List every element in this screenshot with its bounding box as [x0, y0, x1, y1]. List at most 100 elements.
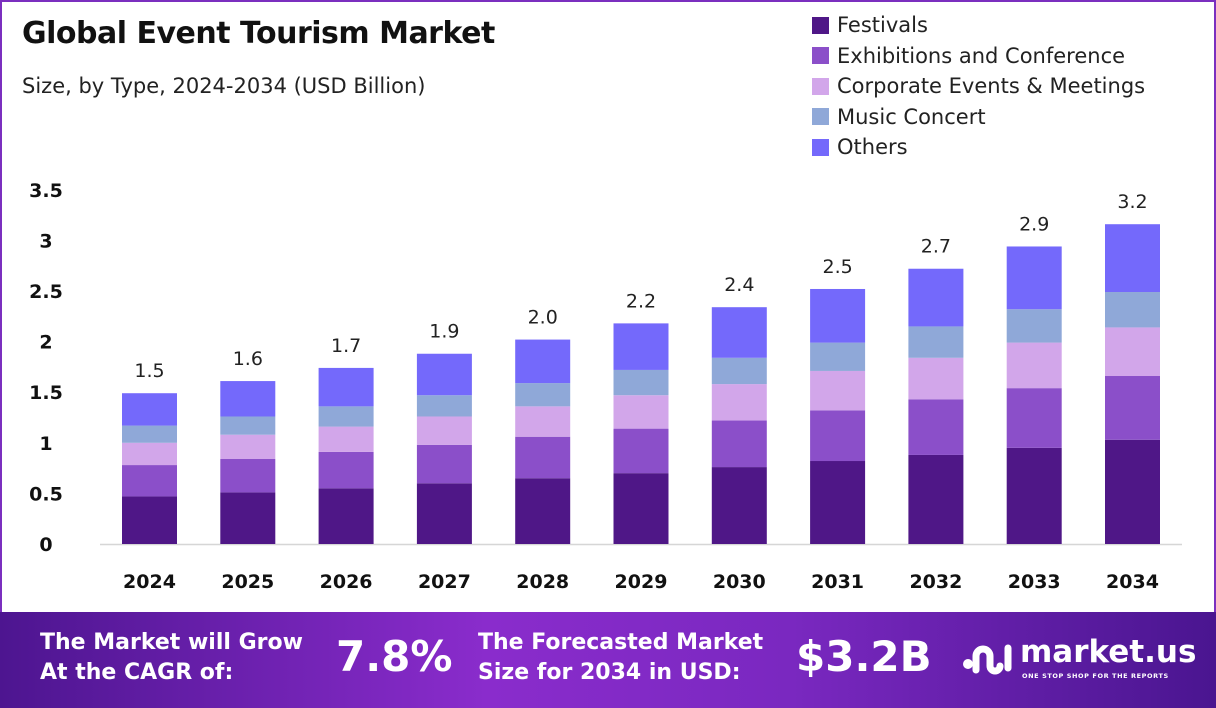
- x-tick-label: 2028: [516, 571, 569, 593]
- legend-swatch: [812, 77, 829, 95]
- bar-segment-exhibitions-and-conference: [613, 428, 669, 474]
- bar-segment-festivals: [711, 467, 767, 544]
- legend-label: Corporate Events & Meetings: [837, 74, 1146, 99]
- bar-total-label: 1.6: [233, 348, 263, 370]
- x-tick-label: 2029: [615, 571, 668, 593]
- legend-swatch: [812, 16, 829, 34]
- bar-segment-music-concert: [810, 342, 866, 371]
- bar-segment-exhibitions-and-conference: [1105, 376, 1160, 440]
- x-tick-label: 2033: [1008, 571, 1061, 593]
- y-tick-label: 0: [39, 534, 52, 556]
- bar-segment-exhibitions-and-conference: [220, 458, 276, 493]
- legend-label: Exhibitions and Conference: [837, 43, 1126, 68]
- bar-segment-others: [1006, 246, 1062, 310]
- cagr-label-line1: The Market will Grow: [40, 630, 303, 655]
- logo-name: market.us: [1020, 634, 1197, 670]
- bar-segment-exhibitions-and-conference: [908, 399, 964, 455]
- bar-segment-corporate-events-meetings: [1105, 327, 1160, 377]
- bar-segment-corporate-events-meetings: [122, 442, 177, 466]
- bar-segment-festivals: [613, 473, 669, 544]
- cagr-label-line2: At the CAGR of:: [40, 660, 234, 685]
- legend-item-others: Others: [812, 132, 1145, 163]
- bar-segment-corporate-events-meetings: [810, 370, 866, 411]
- bar-segment-exhibitions-and-conference: [318, 451, 374, 489]
- bar-total-label: 2.5: [822, 256, 852, 278]
- logo-mark-icon: [963, 644, 1012, 675]
- bar-segment-festivals: [908, 454, 964, 544]
- bar-segment-music-concert: [908, 326, 964, 358]
- bar-segment-corporate-events-meetings: [613, 395, 669, 429]
- y-tick-label: 3: [39, 230, 52, 252]
- cagr-label: The Market will Grow At the CAGR of:: [40, 628, 303, 688]
- bar-segment-others: [1105, 224, 1160, 293]
- chart-subtitle: Size, by Type, 2024-2034 (USD Billion): [22, 74, 426, 98]
- bar-segment-others: [220, 381, 276, 417]
- bar-segment-festivals: [122, 496, 177, 544]
- bar-segment-others: [122, 393, 177, 426]
- bar-segment-others: [416, 353, 472, 396]
- forecast-label-line1: The Forecasted Market: [478, 630, 764, 655]
- bar-segment-others: [515, 339, 571, 384]
- x-tick-label: 2030: [713, 571, 766, 593]
- bar-total-label: 2.2: [626, 290, 656, 312]
- bar-segment-music-concert: [416, 395, 472, 417]
- legend-label: Festivals: [837, 13, 928, 38]
- bar-total-label: 1.5: [134, 360, 164, 382]
- forecast-value: $3.2B: [796, 632, 932, 681]
- x-tick-label: 2031: [811, 571, 864, 593]
- bar-segment-festivals: [318, 488, 374, 544]
- bar-segment-corporate-events-meetings: [220, 434, 276, 459]
- bar-total-label: 2.7: [921, 236, 951, 258]
- bar-segment-festivals: [810, 461, 866, 544]
- bar-segment-music-concert: [220, 416, 276, 435]
- summary-banner: The Market will Grow At the CAGR of: 7.8…: [0, 612, 1216, 708]
- bar-total-label: 1.9: [429, 321, 459, 343]
- x-tick-label: 2034: [1106, 571, 1159, 593]
- x-tick-label: 2025: [221, 571, 274, 593]
- legend-swatch: [812, 47, 829, 65]
- bar-chart: 0 0.5 1 1.5 2 2.5 3 3.5 1.5 2024 1.6 2025 1.7 2026 1.9…: [29, 180, 1182, 593]
- bar-segment-exhibitions-and-conference: [416, 444, 472, 484]
- x-tick-label: 2026: [320, 571, 373, 593]
- cagr-value: 7.8%: [336, 632, 453, 681]
- bar-segment-others: [908, 268, 964, 327]
- bar-total-label: 2.4: [724, 274, 754, 296]
- forecast-label-line2: Size for 2034 in USD:: [478, 660, 741, 685]
- x-tick-label: 2024: [123, 571, 176, 593]
- bar-total-label: 2.0: [528, 307, 558, 329]
- y-tick-label: 1: [39, 433, 52, 455]
- bar-segment-corporate-events-meetings: [515, 406, 571, 437]
- x-tick-label: 2032: [909, 571, 962, 593]
- bar-segment-music-concert: [318, 406, 374, 427]
- bar-segment-corporate-events-meetings: [318, 426, 374, 452]
- bar-segment-corporate-events-meetings: [711, 384, 767, 421]
- bar-segment-corporate-events-meetings: [908, 357, 964, 400]
- bar-segment-exhibitions-and-conference: [711, 420, 767, 468]
- legend-item-corporate: Corporate Events & Meetings: [812, 71, 1145, 102]
- legend-item-music: Music Concert: [812, 102, 1145, 133]
- bar-segment-corporate-events-meetings: [1006, 342, 1062, 389]
- bar-segment-festivals: [416, 483, 472, 544]
- bar-segment-corporate-events-meetings: [416, 416, 472, 445]
- bar-total-label: 2.9: [1019, 213, 1049, 235]
- bar-segment-exhibitions-and-conference: [1006, 388, 1062, 448]
- bar-segment-others: [810, 288, 866, 343]
- bar-segment-exhibitions-and-conference: [810, 410, 866, 462]
- chart-title: Global Event Tourism Market: [22, 16, 495, 51]
- bar-segment-exhibitions-and-conference: [122, 465, 177, 497]
- logo-tagline: ONE STOP SHOP FOR THE REPORTS: [1022, 672, 1169, 680]
- bar-total-label: 3.2: [1117, 191, 1147, 213]
- bar-segment-others: [711, 307, 767, 358]
- legend: Festivals Exhibitions and Conference Cor…: [812, 10, 1145, 163]
- y-tick-label: 0.5: [29, 483, 63, 505]
- legend-label: Music Concert: [837, 104, 986, 129]
- y-tick-label: 2.5: [29, 281, 63, 303]
- y-tick-label: 3.5: [29, 180, 63, 202]
- bar-segment-exhibitions-and-conference: [515, 436, 571, 479]
- bar-segment-festivals: [515, 478, 571, 544]
- legend-item-festivals: Festivals: [812, 10, 1145, 41]
- bar-segment-music-concert: [122, 425, 177, 443]
- bar-segment-others: [613, 323, 669, 370]
- x-tick-label: 2027: [418, 571, 471, 593]
